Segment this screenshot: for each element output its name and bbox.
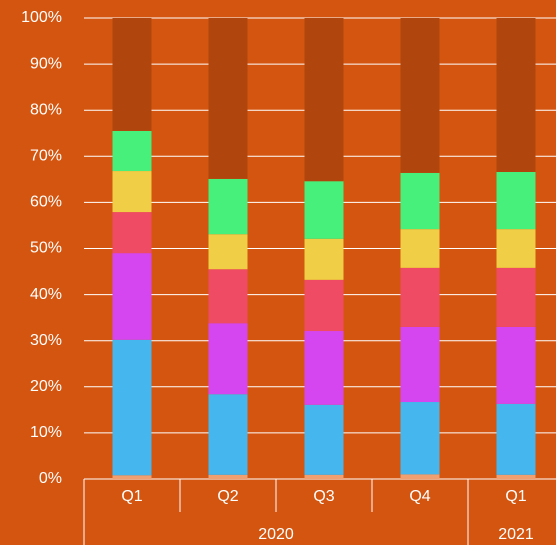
bar-segment — [304, 331, 344, 405]
y-tick-label: 40% — [30, 286, 62, 303]
bar-segment — [208, 178, 248, 235]
bar-segment — [400, 402, 440, 475]
x-tick-label: Q3 — [313, 488, 334, 505]
group-label: 2021 — [498, 526, 534, 543]
bar-segment — [208, 474, 248, 479]
bar-segment — [400, 474, 440, 479]
bar-segment — [400, 18, 440, 173]
bar-segment — [496, 18, 536, 172]
bar-segment — [496, 326, 536, 404]
y-tick-label: 80% — [30, 101, 62, 118]
bar-segment — [208, 18, 248, 179]
bar-segment — [112, 339, 152, 476]
bar-segment — [112, 18, 152, 131]
group-label: 2020 — [258, 526, 294, 543]
bar-segment — [112, 253, 152, 340]
y-tick-label: 60% — [30, 194, 62, 211]
y-tick-label: 10% — [30, 424, 62, 441]
y-tick-label: 0% — [39, 470, 62, 487]
bar-segment — [112, 171, 152, 213]
bar-segment — [496, 229, 536, 268]
bar-segment — [400, 229, 440, 268]
y-tick-label: 70% — [30, 148, 62, 165]
bar-segment — [208, 394, 248, 475]
bar-segment — [496, 403, 536, 475]
y-tick-label: 20% — [30, 378, 62, 395]
x-tick-label: Q1 — [121, 488, 142, 505]
bar-segment — [496, 171, 536, 230]
bar-segment — [304, 474, 344, 479]
bar-segment — [112, 475, 152, 479]
bar-segment — [496, 267, 536, 327]
x-tick-label: Q2 — [217, 488, 238, 505]
bar-segment — [208, 269, 248, 324]
x-tick-label: Q1 — [505, 488, 526, 505]
bar-segment — [304, 404, 344, 475]
bar-segment — [400, 172, 440, 230]
y-tick-label: 50% — [30, 240, 62, 257]
bar-segment — [208, 323, 248, 395]
bar-segment — [304, 181, 344, 239]
bar-segment — [112, 130, 152, 172]
bar-segment — [400, 326, 440, 403]
bar-segment — [496, 474, 536, 479]
y-tick-label: 30% — [30, 332, 62, 349]
bar-segment — [400, 267, 440, 327]
bar-segment — [112, 212, 152, 254]
y-tick-label: 100% — [21, 9, 62, 26]
bar-segment — [304, 279, 344, 332]
bar-segment — [304, 238, 344, 280]
y-tick-label: 90% — [30, 55, 62, 72]
x-tick-label: Q4 — [409, 488, 430, 505]
bar-segment — [208, 234, 248, 270]
bar-segment — [304, 18, 344, 182]
